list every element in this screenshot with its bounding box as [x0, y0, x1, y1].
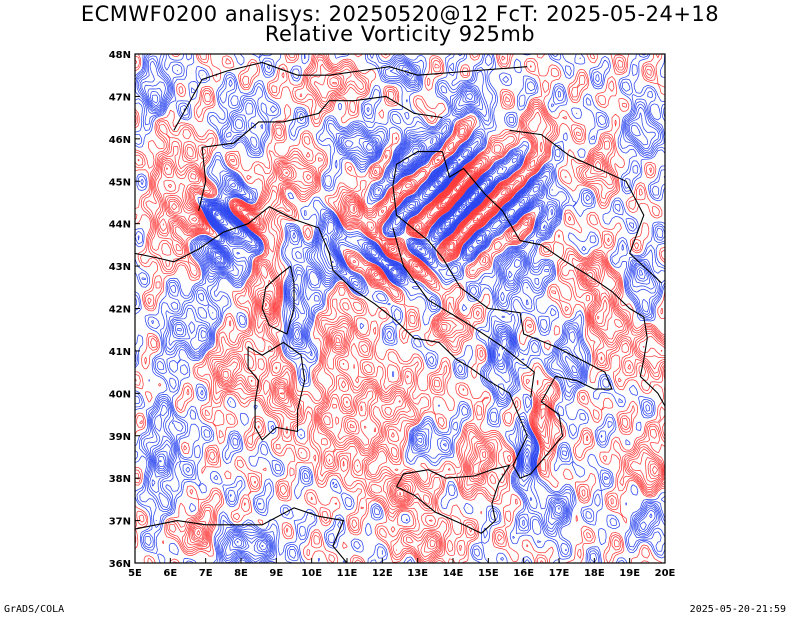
negative-vorticity-contour: [215, 214, 219, 217]
latitude-tick-label: 48N: [109, 50, 131, 61]
coastline: [396, 464, 511, 534]
latitude-tick-label: 41N: [109, 347, 131, 358]
negative-vorticity-contour: [159, 143, 529, 543]
positive-vorticity-contour: [455, 188, 458, 191]
longitude-tick-label: 7E: [199, 568, 213, 579]
coastline: [223, 151, 613, 479]
coastline: [198, 95, 443, 212]
coastline: [247, 341, 306, 441]
latitude-tick-label: 36N: [109, 559, 131, 570]
generation-timestamp: 2025-05-20-21:59: [689, 604, 786, 615]
longitude-tick-label: 5E: [128, 568, 142, 579]
latitude-tick-label: 37N: [109, 517, 131, 528]
coastline: [135, 231, 224, 263]
coastline: [261, 265, 295, 335]
longitude-tick-label: 6E: [163, 568, 177, 579]
longitude-tick-label: 11E: [337, 568, 358, 579]
positive-vorticity-contour: [135, 54, 665, 563]
longitude-tick-label: 18E: [584, 568, 605, 579]
coastline: [392, 227, 535, 398]
negative-vorticity-contour: [139, 57, 660, 563]
positive-vorticity-contour: [444, 176, 468, 203]
vorticity-contour-field: [135, 54, 665, 563]
longitude-tick-label: 8E: [234, 568, 248, 579]
latitude-tick-label: 45N: [109, 177, 131, 188]
coastline-layer: [135, 61, 665, 563]
longitude-tick-label: 10E: [301, 568, 322, 579]
positive-vorticity-contour: [441, 172, 472, 205]
map-title: ECMWF0200 analisys: 20250520@12 FcT: 202…: [80, 2, 720, 26]
negative-vorticity-contour: [135, 54, 665, 563]
longitude-tick-label: 12E: [372, 568, 393, 579]
negative-vorticity-contour: [149, 69, 646, 553]
latitude-axis: 36N 37N 38N 39N 40N 41N 42N 43N 44N 45N 46N 47N 48N: [109, 50, 140, 570]
map-subtitle: Relative Vorticity 925mb: [264, 22, 536, 46]
longitude-tick-label: 9E: [269, 568, 283, 579]
latitude-tick-label: 39N: [109, 432, 131, 443]
longitude-tick-label: 14E: [443, 568, 464, 579]
positive-vorticity-contour: [135, 54, 665, 563]
longitude-tick-label: 19E: [619, 568, 640, 579]
latitude-tick-label: 38N: [109, 474, 131, 485]
negative-vorticity-contour: [213, 192, 479, 260]
coastline: [441, 151, 665, 407]
coastline: [173, 61, 528, 131]
longitude-tick-label: 13E: [407, 568, 428, 579]
negative-vorticity-contour: [135, 54, 665, 563]
positive-vorticity-contour: [167, 168, 659, 536]
longitude-axis: 5E 6E 7E 8E 9E 10E 11E 12E 13E 14E 15E 16E 17E 18E 19E…: [128, 558, 676, 579]
positive-vorticity-contour: [162, 77, 661, 550]
negative-vorticity-contour: [214, 193, 476, 221]
longitude-tick-label: 15E: [478, 568, 499, 579]
negative-vorticity-contour: [144, 64, 656, 559]
positive-vorticity-contour: [171, 170, 594, 498]
latitude-tick-label: 46N: [109, 135, 131, 146]
negative-vorticity-contour: [136, 54, 665, 563]
longitude-tick-label: 17E: [549, 568, 570, 579]
negative-vorticity-contour: [209, 145, 486, 266]
software-credit: GrADS/COLA: [4, 604, 65, 615]
positive-vorticity-contour: [159, 75, 663, 553]
negative-vorticity-contour: [147, 66, 653, 556]
coastline: [509, 129, 662, 284]
latitude-tick-label: 42N: [109, 305, 131, 316]
longitude-tick-label: 16E: [513, 568, 534, 579]
latitude-tick-label: 47N: [109, 92, 131, 103]
latitude-tick-label: 40N: [109, 389, 131, 400]
latitude-tick-label: 44N: [109, 220, 131, 231]
longitude-tick-label: 20E: [655, 568, 676, 579]
positive-vorticity-contour: [166, 81, 660, 548]
positive-vorticity-contour: [155, 63, 665, 561]
negative-vorticity-contour: [212, 180, 479, 263]
coastline: [135, 507, 348, 563]
latitude-tick-label: 43N: [109, 262, 131, 273]
negative-vorticity-contour: [157, 142, 560, 547]
negative-vorticity-contour: [135, 54, 665, 563]
positive-vorticity-contour: [154, 59, 665, 563]
negative-vorticity-contour: [211, 176, 480, 264]
